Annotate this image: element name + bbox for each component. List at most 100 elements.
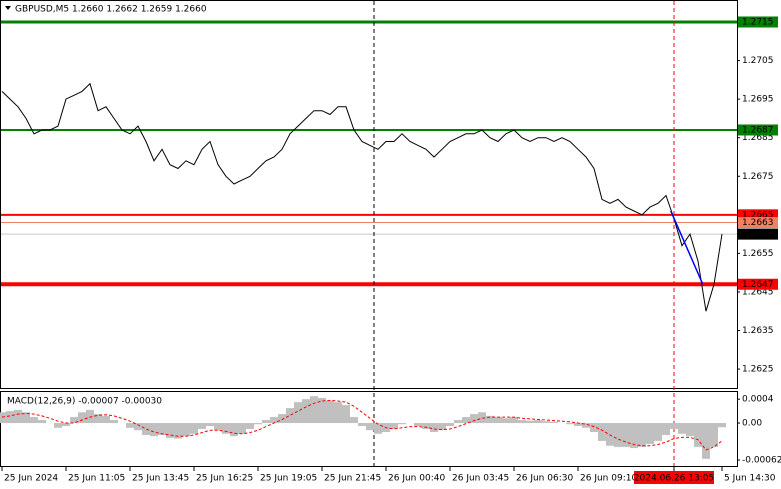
macd-bar (582, 423, 590, 428)
macd-bar (606, 423, 614, 446)
macd-bar (414, 423, 422, 427)
macd-bar (646, 423, 654, 444)
y-tick-label: 1.2675 (742, 172, 774, 182)
level-label-box (738, 124, 778, 136)
macd-bar (630, 423, 638, 449)
level-label-box (738, 16, 778, 28)
x-tick-label: 25 Jun 19:05 (260, 474, 317, 484)
x-tick-label: 5 Jun 14:30 (724, 474, 776, 484)
macd-bar (318, 397, 326, 424)
macd-bar (54, 423, 62, 428)
level-label: 1.2647 (742, 280, 774, 290)
macd-bar (454, 420, 462, 424)
macd-bar (270, 417, 278, 424)
macd-bar (6, 411, 14, 424)
macd-bar (374, 423, 382, 434)
macd-bar (598, 423, 606, 441)
y-tick-label: 1.2645 (742, 287, 774, 297)
macd-bar (526, 420, 534, 424)
y-tick-label: 0.00 (742, 419, 762, 429)
y-tick-label: 1.2695 (742, 95, 774, 105)
macd-bar (246, 423, 254, 429)
macd-bar (254, 423, 262, 425)
x-tick-label: 26 Jun 00:40 (388, 474, 445, 484)
macd-bar (390, 423, 398, 429)
macd-title: MACD(12,26,9) -0.00007 -0.00030 (7, 397, 162, 407)
macd-bar (134, 423, 142, 431)
macd-bar (622, 423, 630, 447)
macd-bar (230, 423, 238, 437)
level-label: 1.2715 (742, 17, 774, 27)
macd-bar (718, 423, 726, 428)
macd-bar (22, 412, 30, 424)
x-tick-label: 25 Jun 11:05 (68, 474, 125, 484)
x-tick-label: 25 Jun 2024 (4, 474, 58, 484)
macd-bar (78, 412, 86, 424)
macd-bar (0, 412, 6, 424)
macd-bar (422, 423, 430, 429)
macd-bar (614, 423, 622, 447)
macd-bar (62, 423, 70, 427)
macd-bar (518, 420, 526, 424)
macd-bar (38, 420, 46, 424)
macd-bar (702, 423, 710, 459)
x-tick-label: 25 Jun 16:25 (196, 474, 253, 484)
macd-bar (694, 423, 702, 447)
macd-bar (166, 423, 174, 438)
main-panel (0, 0, 738, 389)
macd-bar (398, 423, 406, 425)
y-tick-label: 1.2635 (742, 326, 774, 336)
macd-bar (662, 423, 670, 435)
macd-bar (470, 414, 478, 424)
macd-bar (326, 400, 334, 424)
macd-bar (110, 420, 118, 424)
macd-bar (102, 415, 110, 424)
signal-line (1, 399, 723, 451)
macd-bar (654, 423, 662, 441)
macd-bar (294, 402, 302, 424)
macd-bar (182, 423, 190, 437)
macd-bar (214, 423, 222, 431)
level-label: 1.2665 (742, 210, 774, 220)
y-tick-label: 1.2655 (742, 249, 774, 259)
macd-bar (334, 402, 342, 424)
macd-bar (486, 415, 494, 424)
x-tick-label: 26 Jun 09:10 (580, 474, 637, 484)
macd-bar (206, 423, 214, 427)
macd-bar (350, 417, 358, 424)
macd-bar (430, 423, 438, 432)
y-tick-label: 0.0004 (742, 395, 774, 405)
macd-bar (710, 423, 718, 447)
macd-bar (262, 420, 270, 424)
macd-bar (150, 423, 158, 437)
macd-bar (70, 417, 78, 424)
y-tick-label: 1.2625 (742, 365, 774, 375)
level-label-box (738, 228, 778, 240)
chart-title: GBPUSD,M5 1.2660 1.2662 1.2659 1.2660 (15, 5, 207, 15)
macd-bar (358, 423, 366, 427)
x-tick-highlight (634, 471, 714, 484)
macd-bar (310, 396, 318, 424)
y-tick-label: 1.2685 (742, 133, 774, 143)
macd-bar (278, 414, 286, 424)
x-tick-label: 2024.06.26 13:05 (634, 474, 714, 484)
macd-bar (238, 423, 246, 434)
macd-bar (198, 423, 206, 429)
macd-bar (678, 423, 686, 434)
macd-bar (478, 412, 486, 424)
x-tick-label: 26 Jun 03:45 (452, 474, 509, 484)
macd-bar (494, 417, 502, 424)
macd-bar (590, 423, 598, 432)
macd-bar (14, 409, 22, 424)
y-tick-label: 1.2705 (742, 56, 774, 66)
level-label-box (738, 209, 778, 221)
level-label: 1.2687 (742, 125, 774, 135)
macd-bar (222, 423, 230, 434)
macd-bar (686, 423, 694, 437)
level-label: 1.2660 (742, 230, 774, 240)
macd-bar (574, 423, 582, 427)
macd-bar (550, 421, 558, 424)
macd-bar (190, 423, 198, 434)
